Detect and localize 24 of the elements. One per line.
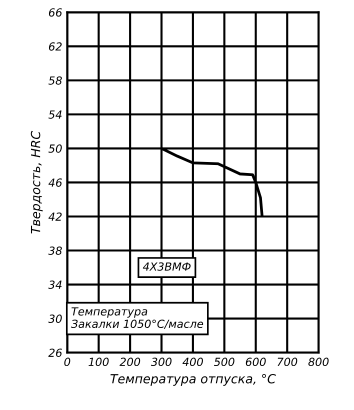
annotation: 4Х3ВМФ <box>142 262 191 271</box>
x-tick-label: 0 <box>64 358 70 366</box>
x-tick-label: 700 <box>278 358 298 366</box>
y-tick-label: 50 <box>48 144 62 153</box>
annotation: Температура Закалки 1050°С/масле <box>71 307 204 329</box>
x-tick-label: 500 <box>214 358 234 366</box>
x-tick-label: 800 <box>308 358 329 366</box>
x-tick-label: 100 <box>88 358 109 366</box>
y-tick-label: 42 <box>48 212 62 221</box>
x-tick-label: 600 <box>246 358 266 366</box>
y-tick-label: 34 <box>48 280 62 289</box>
y-tick-label: 26 <box>48 348 62 357</box>
x-tick-label: 200 <box>120 358 140 366</box>
x-tick-label: 300 <box>150 358 172 366</box>
y-tick-label: 46 <box>48 178 62 187</box>
x-axis-title: Температура отпуска, °С <box>110 374 276 386</box>
y-tick-label: 62 <box>48 42 62 51</box>
y-axis-title: Твердость, HRC <box>30 130 43 234</box>
y-tick-label: 38 <box>48 246 62 255</box>
y-tick-label: 30 <box>48 314 62 323</box>
y-tick-label: 58 <box>48 76 62 85</box>
x-tick-label: 400 <box>182 358 203 366</box>
y-tick-label: 66 <box>48 8 62 17</box>
y-tick-label: 54 <box>48 110 62 119</box>
